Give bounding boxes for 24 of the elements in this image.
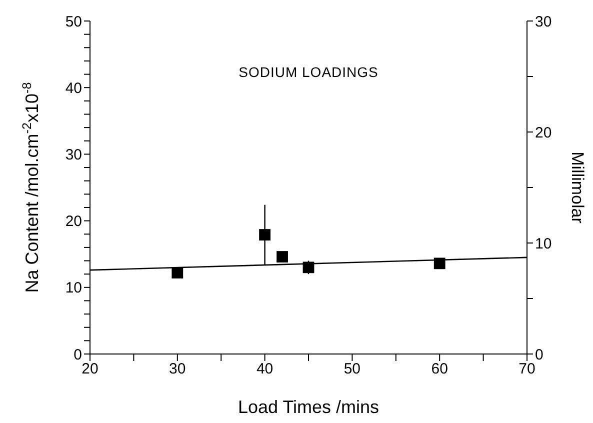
y-tick-label: 0 (74, 346, 82, 364)
point (172, 267, 184, 278)
y2-tick-label: 30 (535, 13, 552, 30)
y-tick-label: 10 (65, 280, 82, 297)
y-tick-label: 40 (65, 80, 82, 97)
y2-axis-title: Millimolar (568, 152, 587, 224)
x-tick-label: 70 (518, 360, 536, 378)
y-tick-label: 30 (65, 146, 82, 164)
point (259, 229, 270, 240)
point (434, 258, 446, 270)
y2-tick-label: 10 (535, 235, 552, 252)
point (302, 262, 314, 274)
y-tick-label: 20 (65, 213, 82, 230)
x-tick-label: 60 (431, 360, 448, 378)
x-tick-label: 20 (82, 360, 98, 378)
x-axis-title: Load Times /mins (238, 397, 380, 417)
y2-tick-label: 0 (535, 346, 544, 364)
point (276, 251, 288, 262)
text: SODIUM LOADINGS (238, 64, 380, 80)
y2-tick-label: 20 (535, 124, 552, 142)
x-tick-label: 30 (169, 360, 186, 378)
x-tick-label: 40 (256, 360, 274, 378)
y-tick-label: 50 (65, 13, 82, 30)
x-tick-label: 50 (344, 360, 361, 378)
